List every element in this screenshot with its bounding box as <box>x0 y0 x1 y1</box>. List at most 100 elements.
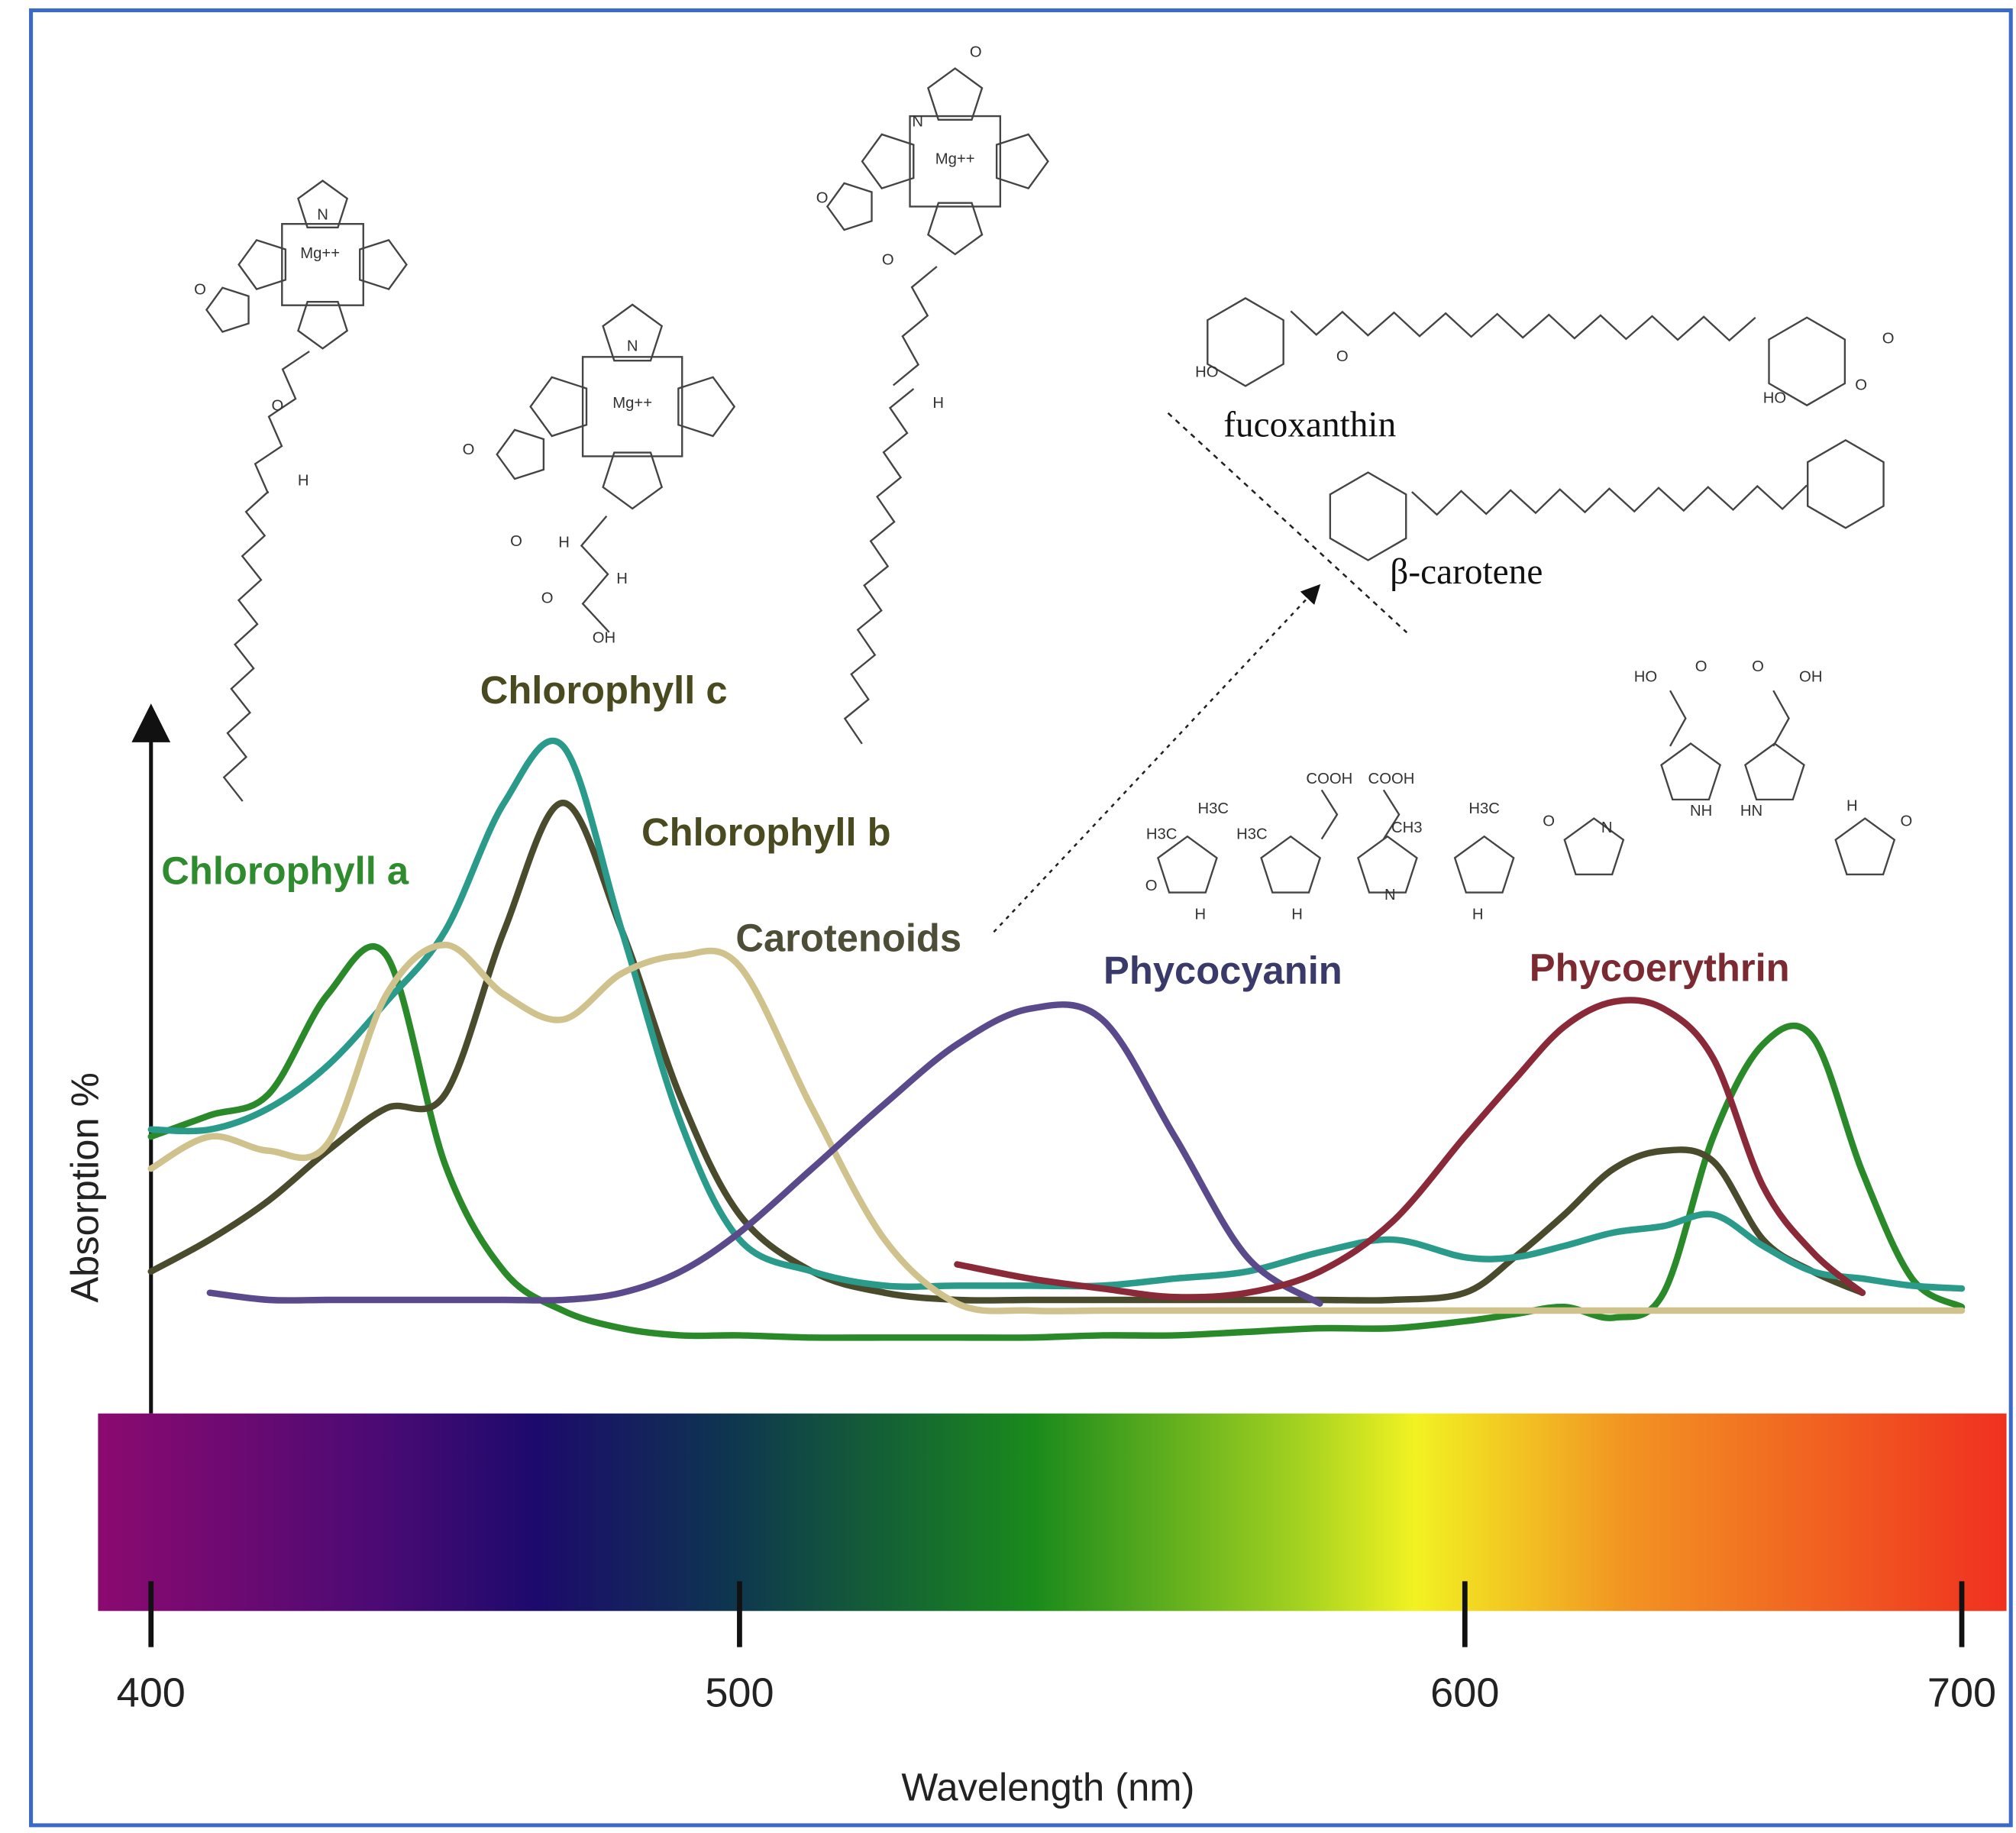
atom-label: COOH <box>1306 771 1352 787</box>
atom-label: HO <box>1763 390 1786 406</box>
atom-label: O <box>1900 813 1912 830</box>
atom-label: Mg++ <box>612 395 652 412</box>
atom-label: N <box>1601 820 1613 836</box>
atom-label: O <box>1336 348 1349 365</box>
series-label: Chlorophyll c <box>480 668 728 712</box>
spectrum-curve <box>206 1001 1323 1307</box>
series-label: Phycocyanin <box>1103 949 1342 992</box>
structure-name: fucoxanthin <box>1223 405 1396 445</box>
atom-label: CH3 <box>1391 820 1423 836</box>
pointer-arrow <box>993 584 1321 933</box>
atom-label: COOH <box>1368 771 1415 787</box>
atom-label: O <box>1543 813 1555 830</box>
atom-label: OH <box>593 630 615 647</box>
atom-label: H3C <box>1146 826 1178 843</box>
spectrum-bar <box>98 1413 2007 1612</box>
ring <box>1356 835 1418 894</box>
series-label: Chlorophyll a <box>161 849 409 893</box>
atom-label: N <box>627 338 638 355</box>
atom-label: OH <box>1799 668 1822 685</box>
chain <box>1772 690 1790 747</box>
atom-label: O <box>541 590 554 606</box>
ring <box>602 451 664 510</box>
atom-label: H3C <box>1197 800 1229 817</box>
series-label: Chlorophyll b <box>641 810 891 854</box>
ring <box>496 428 545 480</box>
ring <box>995 133 1049 189</box>
atom-label: H <box>1846 797 1858 814</box>
atom-label: H <box>558 535 570 551</box>
ring <box>1807 438 1885 529</box>
divider <box>1167 412 1408 634</box>
chain <box>1320 789 1339 840</box>
atom-label: NH <box>1690 803 1712 820</box>
chain <box>843 388 915 745</box>
ring <box>205 286 250 333</box>
atom-label: H <box>1291 906 1303 923</box>
spectrum-curve <box>147 737 1966 1292</box>
ring <box>861 133 915 189</box>
ring <box>602 303 664 362</box>
ring <box>297 300 349 350</box>
atom-label: O <box>1752 658 1764 675</box>
ring <box>677 376 736 438</box>
y-axis-label: Absorption % <box>63 1072 106 1302</box>
ring <box>1207 297 1284 387</box>
ring <box>1744 742 1805 801</box>
atom-label: O <box>882 251 894 268</box>
series-label: Carotenoids <box>735 916 961 960</box>
atom-label: N <box>1384 887 1396 904</box>
atom-label: O <box>816 189 829 206</box>
ring <box>825 182 873 231</box>
x-tick-label: 700 <box>1927 1670 1996 1715</box>
chain <box>1411 484 1808 516</box>
atom-label: H <box>932 395 944 412</box>
macrocycle <box>909 115 1002 208</box>
ring <box>237 238 287 290</box>
atom-label: H <box>1472 906 1484 923</box>
atom-label: O <box>970 44 982 60</box>
ring <box>1329 471 1407 561</box>
atom-label: N <box>912 114 923 131</box>
ring <box>1157 835 1218 894</box>
ring <box>1260 835 1322 894</box>
chain <box>222 490 270 802</box>
atom-label: H3C <box>1236 826 1268 843</box>
spectrum-curve <box>954 997 1866 1301</box>
ring <box>1660 742 1722 801</box>
chain <box>580 515 610 633</box>
ring <box>297 179 349 228</box>
ring <box>1453 835 1515 894</box>
atom-label: Mg++ <box>935 151 975 168</box>
ring <box>926 202 984 256</box>
x-tick-label: 600 <box>1430 1670 1499 1715</box>
atom-label: N <box>317 206 328 223</box>
atom-label: O <box>1855 377 1867 393</box>
atom-label: O <box>1882 331 1895 348</box>
ring <box>1563 817 1625 876</box>
atom-label: HO <box>1195 364 1218 381</box>
macrocycle <box>281 223 364 306</box>
chain <box>254 351 310 494</box>
series-label: Phycoerythrin <box>1530 946 1790 990</box>
ring <box>1768 316 1846 407</box>
atom-label: O <box>271 397 283 414</box>
ring <box>529 376 588 438</box>
atom-label: HN <box>1740 803 1762 820</box>
atom-label: H3C <box>1468 800 1500 817</box>
structure-name: β-carotene <box>1390 552 1543 592</box>
atom-label: O <box>194 281 206 298</box>
x-axis-label: Wavelength (nm) <box>901 1766 1194 1809</box>
chain <box>1669 690 1687 747</box>
chain <box>1382 789 1401 840</box>
ring <box>359 238 408 290</box>
atom-label: H <box>298 472 309 489</box>
atom-label: O <box>1145 878 1158 894</box>
x-tick-label: 500 <box>705 1670 774 1715</box>
chain <box>892 266 938 386</box>
atom-label: H <box>1195 906 1207 923</box>
atom-label: O <box>463 441 475 458</box>
x-tick-label: 400 <box>117 1670 186 1715</box>
